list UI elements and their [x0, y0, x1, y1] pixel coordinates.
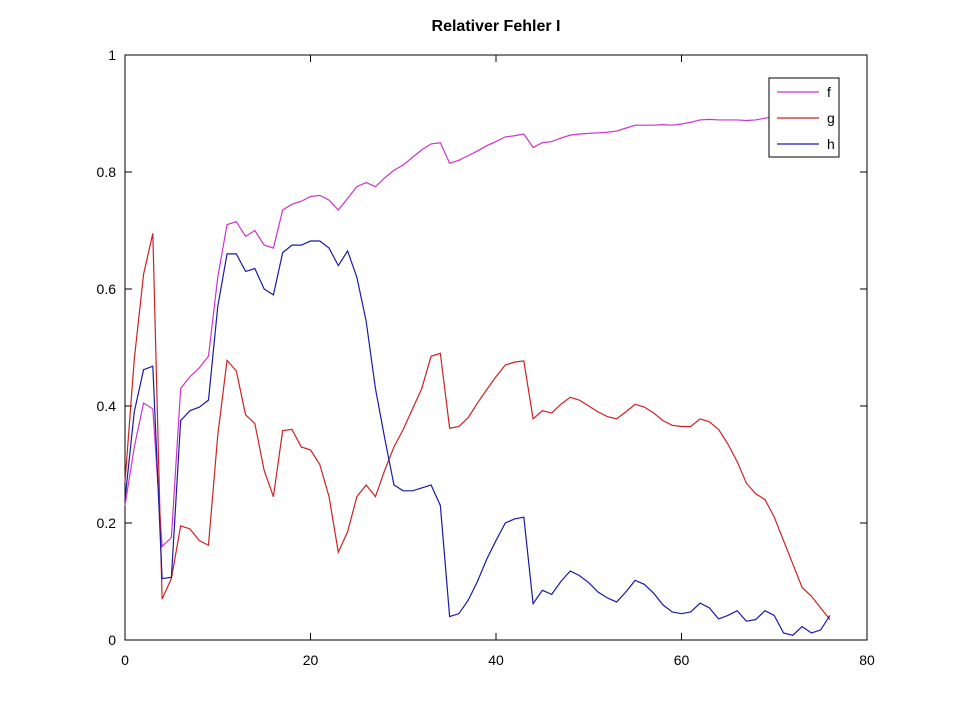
x-tick-label: 80	[859, 652, 875, 668]
y-tick-label: 0.6	[97, 281, 117, 297]
plot-area	[124, 54, 868, 641]
y-tick-label: 0.4	[97, 398, 117, 414]
x-tick-label: 60	[674, 652, 690, 668]
line-series	[124, 240, 831, 636]
x-tick-label: 20	[303, 652, 319, 668]
x-tick-label: 0	[121, 652, 129, 668]
line-series	[124, 114, 830, 548]
line-series	[124, 233, 831, 620]
legend-label: g	[827, 110, 835, 126]
chart-title: Relativer Fehler I	[432, 18, 561, 35]
legend-label: f	[827, 84, 831, 100]
y-tick-label: 0	[108, 632, 116, 648]
y-tick-label: 1	[108, 47, 116, 63]
x-tick-label: 40	[488, 652, 504, 668]
y-tick-label: 0.8	[97, 164, 117, 180]
y-tick-label: 0.2	[97, 515, 117, 531]
legend: fgh	[768, 77, 840, 158]
legend-label: h	[827, 136, 835, 152]
